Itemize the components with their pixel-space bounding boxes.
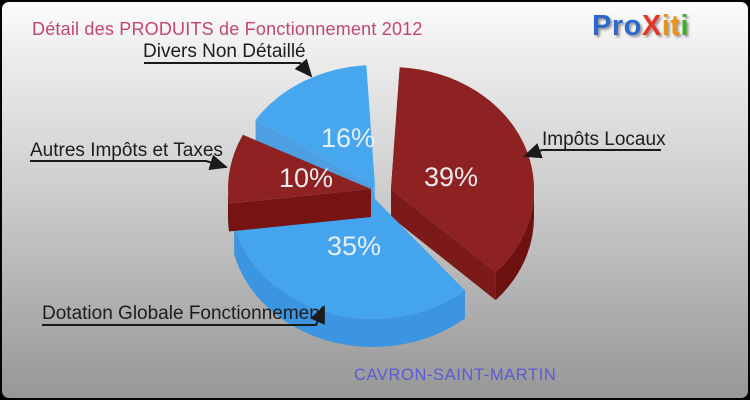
pie-percent-label: 39% <box>424 162 478 192</box>
pie-slice-wall <box>228 189 230 232</box>
callout-arrow <box>42 305 325 326</box>
pie-slice-wall <box>234 226 465 347</box>
callout-arrow <box>30 154 228 171</box>
pie-percent-label: 35% <box>327 231 381 261</box>
label-autres-impots-et-taxes: Autres Impôts et Taxes <box>30 140 223 161</box>
logo-letter: i <box>661 10 671 42</box>
pie-slice <box>228 134 371 204</box>
pie-slice <box>234 197 465 319</box>
pie-percent-label: 10% <box>279 163 333 193</box>
logo-letter: t <box>670 10 681 42</box>
pie-slice <box>255 65 375 187</box>
city-label: CAVRON-SAINT-MARTIN <box>354 366 557 384</box>
logo-letter: X <box>641 10 662 42</box>
proxiti-logo: ProXiti <box>592 10 689 43</box>
page-title: Détail des PRODUITS de Fonctionnement 20… <box>32 19 423 39</box>
pie-slice-wall <box>391 189 496 301</box>
logo-letter: P <box>592 10 612 42</box>
label-impots-locaux: Impôts Locaux <box>542 129 666 150</box>
logo-letter: i <box>680 10 689 42</box>
pie-slice-wall <box>495 189 534 301</box>
label-dotation-globale-fonctionnement: Dotation Globale Fonctionnement <box>42 303 326 324</box>
pie-slice <box>391 67 534 273</box>
pie-slice-wall <box>229 189 371 232</box>
label-divers-non-detaille: Divers Non Détaillé <box>143 41 306 62</box>
logo-letter: r <box>611 10 624 42</box>
pie-percent-label: 16% <box>321 123 375 153</box>
callout-arrow <box>144 58 313 78</box>
callout-arrow <box>523 143 661 159</box>
logo-letter: o <box>623 10 642 42</box>
